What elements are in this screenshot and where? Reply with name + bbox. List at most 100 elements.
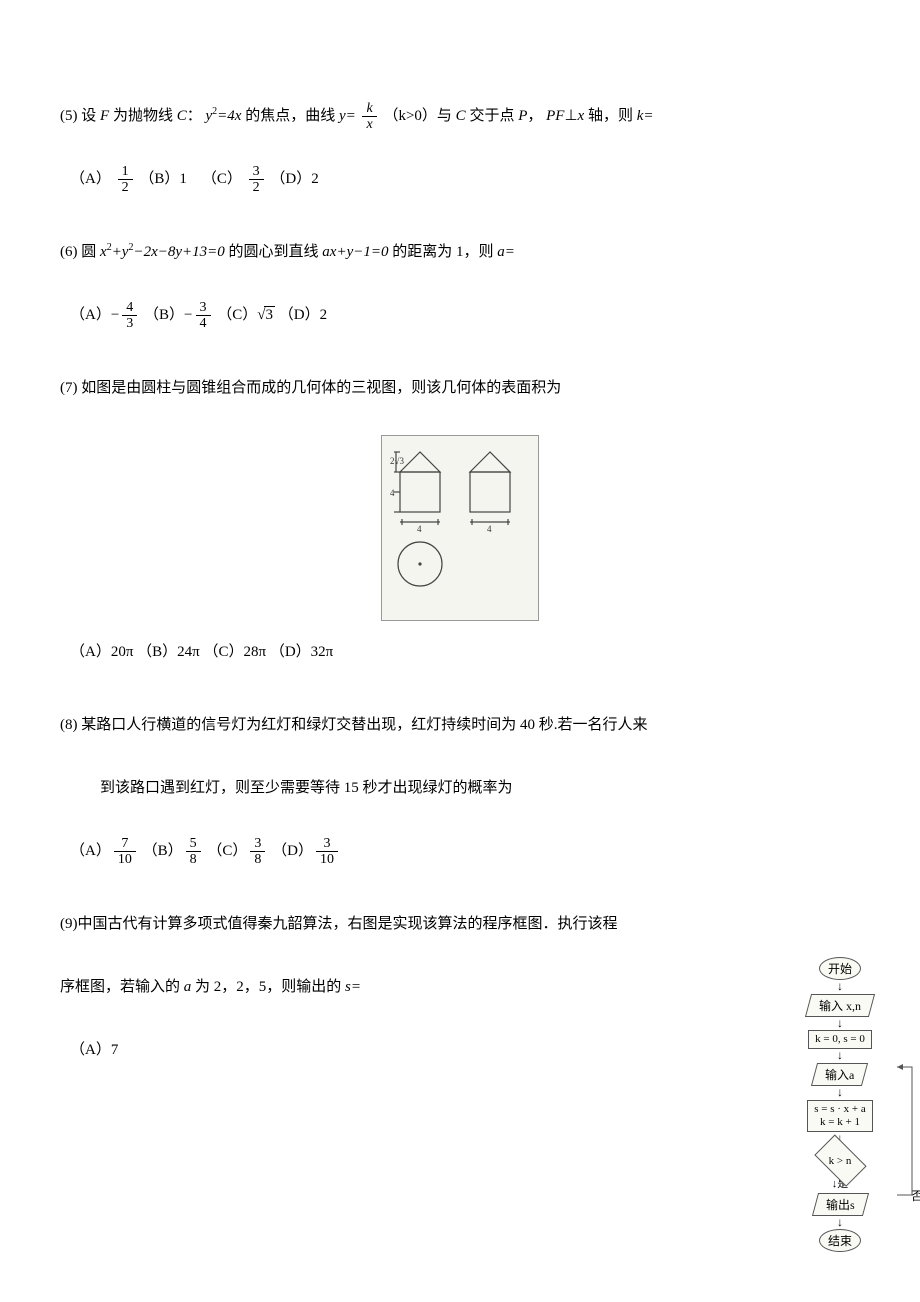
dim-w1: 4 — [417, 524, 422, 534]
flow-p2: k = k + 1 — [814, 1116, 866, 1129]
q6-sqrt-sign — [257, 307, 263, 323]
q5-colon: ： — [187, 108, 202, 124]
flow-start: 开始 — [819, 957, 861, 980]
q8-l2: 到该路口遇到红灯，则至少需要等待 15 秒才出现绿灯的概率为 — [100, 772, 860, 805]
q6-Bn: 3 — [196, 300, 211, 316]
q8-Bf: 58 — [186, 836, 201, 868]
flow-process: s = s · x + a k = k + 1 — [807, 1100, 873, 1132]
q6-te: 的距离为 1，则 — [392, 244, 493, 260]
q7-C: （C）28π — [204, 644, 267, 660]
q6-B: （B）− — [144, 307, 192, 323]
arrow-1: ↓ — [775, 982, 905, 992]
dim-w2: 4 — [487, 524, 492, 534]
q8-Df: 310 — [316, 836, 338, 868]
q8-An: 7 — [114, 836, 136, 852]
q8-options: （A）710 （B）58 （C）38 （D）310 — [70, 835, 860, 868]
q9-l2: 序框图，若输入的 — [60, 979, 180, 995]
q5-Cf: 32 — [249, 164, 264, 196]
q5-options: （A） 12 （B）1 （C） 32 （D）2 — [70, 163, 860, 196]
q6-Af: 43 — [122, 300, 137, 332]
q5-comma: ， — [527, 108, 542, 124]
q5-An: 1 — [118, 164, 133, 180]
q9-options: （A）7 — [70, 1034, 740, 1067]
q9-line2: 序框图，若输入的 a 为 2，2，5，则输出的 s= — [60, 971, 740, 1004]
flow-input1-t: 输入 x,n — [819, 997, 861, 1014]
q8-Cf: 38 — [250, 836, 265, 868]
q7-options: （A）20π （B）24π （C）28π （D）32π — [70, 636, 860, 669]
q7-text: (7) 如图是由圆柱与圆锥组合而成的几何体的三视图，则该几何体的表面积为 — [60, 372, 860, 405]
q5-P: P — [518, 108, 527, 124]
q5-fd: x — [362, 117, 376, 132]
q5-frac: kx — [362, 101, 376, 133]
q6-er: −2x−8y+13=0 — [133, 244, 224, 260]
q7-number: (7) — [60, 380, 78, 396]
q6-An: 4 — [122, 300, 137, 316]
q5-t3: 的焦点，曲线 — [245, 108, 335, 124]
arrow-2: ↓ — [775, 1019, 905, 1029]
q5-kc: （k>0）与 — [383, 108, 451, 124]
q5-B: （B）1 — [139, 171, 187, 187]
flow-output: 输出s — [812, 1193, 869, 1216]
flow-p1: s = s · x + a — [814, 1103, 866, 1116]
q8-Ad: 10 — [114, 852, 136, 867]
q8-C: （C） — [207, 843, 247, 859]
arrow-3: ↓ — [775, 1051, 905, 1061]
q5-perp: ⊥ — [564, 108, 577, 124]
q7-diagram: 2√3 4 4 4 — [381, 435, 539, 621]
q5-D: （D）2 — [270, 171, 318, 187]
q7-diagram-container: 2√3 4 4 4 — [60, 435, 860, 621]
question-7: (7) 如图是由圆柱与圆锥组合而成的几何体的三视图，则该几何体的表面积为 — [60, 372, 860, 669]
q5-Ad: 2 — [118, 180, 133, 195]
q6-py: +y — [112, 244, 129, 260]
q5-yeq: y= — [339, 108, 356, 124]
q5-x: x — [578, 108, 585, 124]
q9-l1: 中国古代有计算多项式值得秦九韶算法，右图是实现该算法的程序框图．执行该程 — [78, 916, 618, 932]
q6-tm: 的圆心到直线 — [229, 244, 319, 260]
q5-Cc: （C） — [202, 171, 242, 187]
q8-Cd: 8 — [250, 852, 265, 867]
loop-arrow — [897, 1067, 917, 1202]
q5-te: 轴，则 — [588, 108, 633, 124]
q8-B: （B） — [143, 843, 183, 859]
q7-D: （D）32π — [270, 644, 333, 660]
q5-C: C — [177, 108, 187, 124]
q6-D: （D）2 — [279, 307, 327, 323]
q5-PF: PF — [546, 108, 564, 124]
q9-text: (9)中国古代有计算多项式值得秦九韶算法，右图是实现该算法的程序框图．执行该程 … — [60, 908, 740, 1004]
flow-init: k = 0, s = 0 — [808, 1030, 872, 1049]
q5-Af: 12 — [118, 164, 133, 196]
q5-Cn: 3 — [249, 164, 264, 180]
q7-B: （B）24π — [137, 644, 200, 660]
flow-cond-t: k > n — [828, 1154, 851, 1166]
flow-end: 结束 — [819, 1229, 861, 1252]
q5-t1: 设 — [81, 108, 96, 124]
flowchart: 开始 ↓ 输入 x,n ↓ k = 0, s = 0 ↓ 输入a ↓ s = s… — [775, 955, 905, 1254]
q5-C2: C — [456, 108, 466, 124]
q6-Ad: 3 — [122, 316, 137, 331]
q5-A: （A） — [70, 171, 111, 187]
q9-number: (9) — [60, 916, 78, 932]
q8-Af: 710 — [114, 836, 136, 868]
flow-input2-t: 输入a — [825, 1066, 854, 1083]
q6-Bf: 34 — [196, 300, 211, 332]
q8-Dd: 10 — [316, 852, 338, 867]
q8-Bn: 5 — [186, 836, 201, 852]
q5-eq1r: =4x — [217, 108, 241, 124]
arrow-4: ↓ — [775, 1088, 905, 1098]
q6-Cs: 3 — [264, 306, 276, 323]
question-6: (6) 圆 x2+y2−2x−8y+13=0 的圆心到直线 ax+y−1=0 的… — [60, 236, 860, 332]
q6-C: （C） — [217, 307, 257, 323]
q8-Dn: 3 — [316, 836, 338, 852]
q8-Bd: 8 — [186, 852, 201, 867]
q8-D: （D） — [272, 843, 313, 859]
q9-A: （A）7 — [70, 1042, 118, 1058]
question-5: (5) 设 F 为抛物线 C： y2=4x 的焦点，曲线 y= kx （k>0）… — [60, 100, 860, 196]
q8-text: (8) 某路口人行横道的信号灯为红灯和绿灯交替出现，红灯持续时间为 40 秒.若… — [60, 709, 860, 805]
q9-a: a — [184, 979, 192, 995]
q6-t1: 圆 — [81, 244, 96, 260]
q8-A: （A） — [70, 843, 111, 859]
flow-input1: 输入 x,n — [805, 994, 875, 1017]
flow-cond-wrap: k > n — [818, 1144, 863, 1177]
q6-ae: a= — [497, 244, 515, 260]
dim-4a: 4 — [390, 488, 395, 498]
